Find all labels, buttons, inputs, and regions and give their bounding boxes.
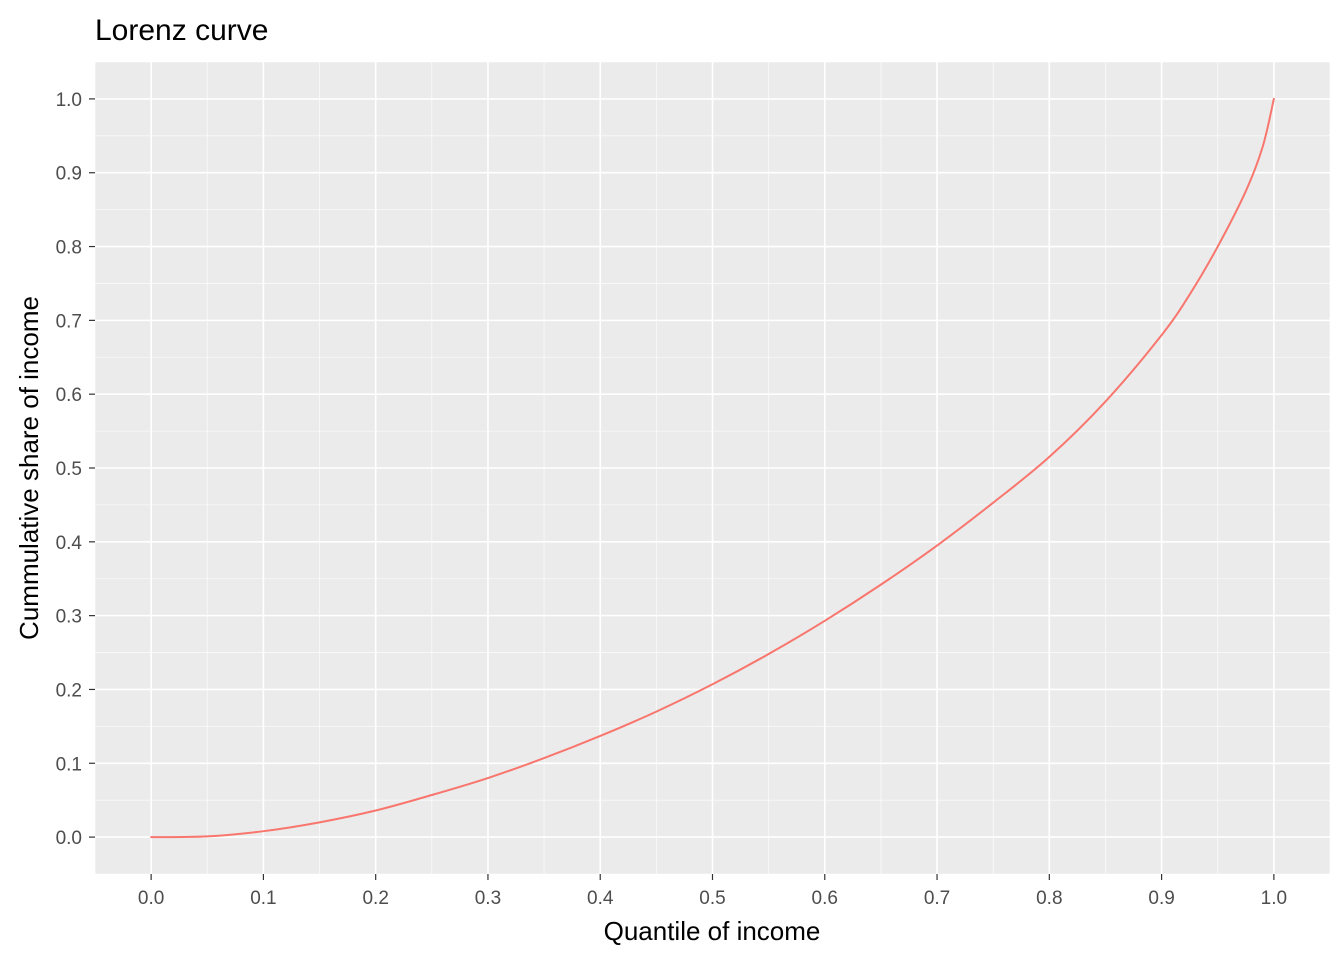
chart-title: Lorenz curve xyxy=(95,14,268,47)
x-tick-label: 1.0 xyxy=(1261,888,1287,909)
x-tick-label: 0.4 xyxy=(587,888,614,909)
x-tick-label: 0.2 xyxy=(362,888,388,909)
y-tick-label: 0.1 xyxy=(56,754,82,775)
x-tick-label: 0.5 xyxy=(699,888,725,909)
x-tick-label: 0.9 xyxy=(1148,888,1174,909)
y-tick-label: 1.0 xyxy=(56,90,82,111)
y-tick-label: 0.7 xyxy=(56,311,82,332)
y-tick-label: 0.8 xyxy=(56,238,82,259)
y-axis-title: Cummulative share of income xyxy=(14,296,44,640)
y-tick-label: 0.3 xyxy=(56,607,82,628)
series-layer xyxy=(150,97,1275,839)
x-tick-label: 0.8 xyxy=(1036,888,1062,909)
y-tick-label: 0.6 xyxy=(56,385,82,406)
x-axis-ticks: 0.0 0.1 0.2 0.3 0.4 0.5 0.6 0.7 0.8 0.9 1.0 xyxy=(138,874,1287,909)
major-gridlines xyxy=(95,62,1330,874)
y-tick-label: 0.5 xyxy=(56,459,82,480)
lorenz-curve-line xyxy=(150,97,1275,839)
y-tick-label: 0.2 xyxy=(56,680,82,701)
y-tick-label: 0.0 xyxy=(56,828,82,849)
x-axis-title: Quantile of income xyxy=(604,916,821,946)
x-tick-label: 0.1 xyxy=(250,888,276,909)
y-axis-ticks: 0.0 0.1 0.2 0.3 0.4 0.5 0.6 0.7 0.8 0.9 1.0 xyxy=(56,90,95,849)
x-tick-label: 0.6 xyxy=(812,888,838,909)
x-tick-label: 0.3 xyxy=(475,888,501,909)
x-tick-label: 0.0 xyxy=(138,888,164,909)
x-tick-label: 0.7 xyxy=(924,888,950,909)
y-tick-label: 0.4 xyxy=(56,533,83,554)
y-tick-label: 0.9 xyxy=(56,164,82,185)
